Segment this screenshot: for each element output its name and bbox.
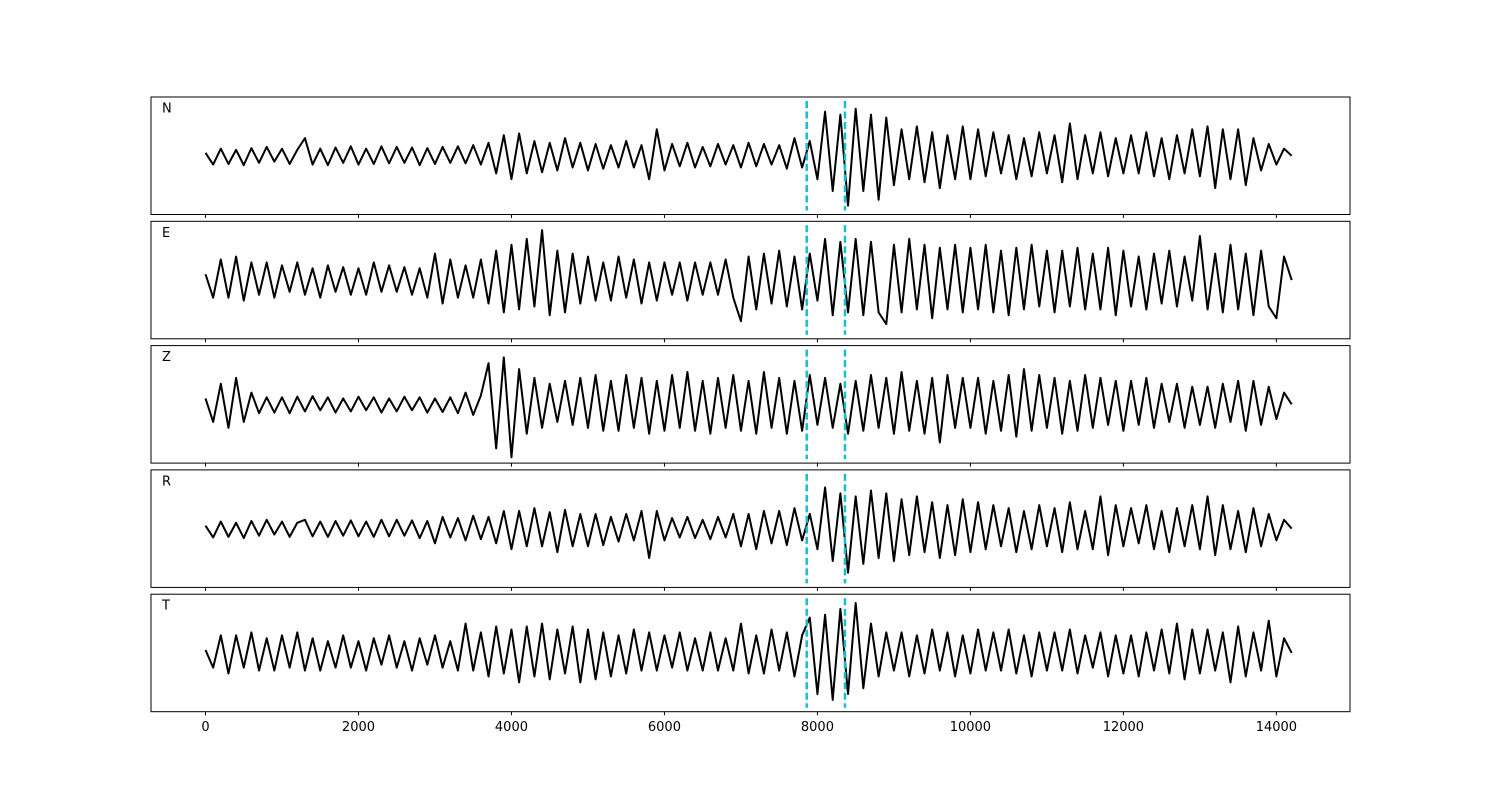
x-tick-label: 10000 <box>950 720 991 735</box>
x-tick-label: 2000 <box>342 720 375 735</box>
panel-label: N <box>162 102 172 117</box>
trace <box>204 229 1293 326</box>
trace <box>204 602 1293 701</box>
panel-label: E <box>162 226 170 241</box>
x-tick-label: 14000 <box>1256 720 1297 735</box>
trace <box>204 486 1293 574</box>
panel-frame <box>150 220 1351 340</box>
x-tick-label: 12000 <box>1103 720 1144 735</box>
trace <box>204 356 1293 459</box>
trace <box>204 107 1293 207</box>
panel-frame <box>150 96 1351 215</box>
x-tick-label: 0 <box>201 720 209 735</box>
panel-label: R <box>162 474 171 489</box>
panel-label: Z <box>162 350 171 365</box>
x-tick-label: 4000 <box>495 720 528 735</box>
x-tick-label: 6000 <box>648 720 681 735</box>
panel-label: T <box>161 599 170 614</box>
x-tick-label: 8000 <box>801 720 834 735</box>
